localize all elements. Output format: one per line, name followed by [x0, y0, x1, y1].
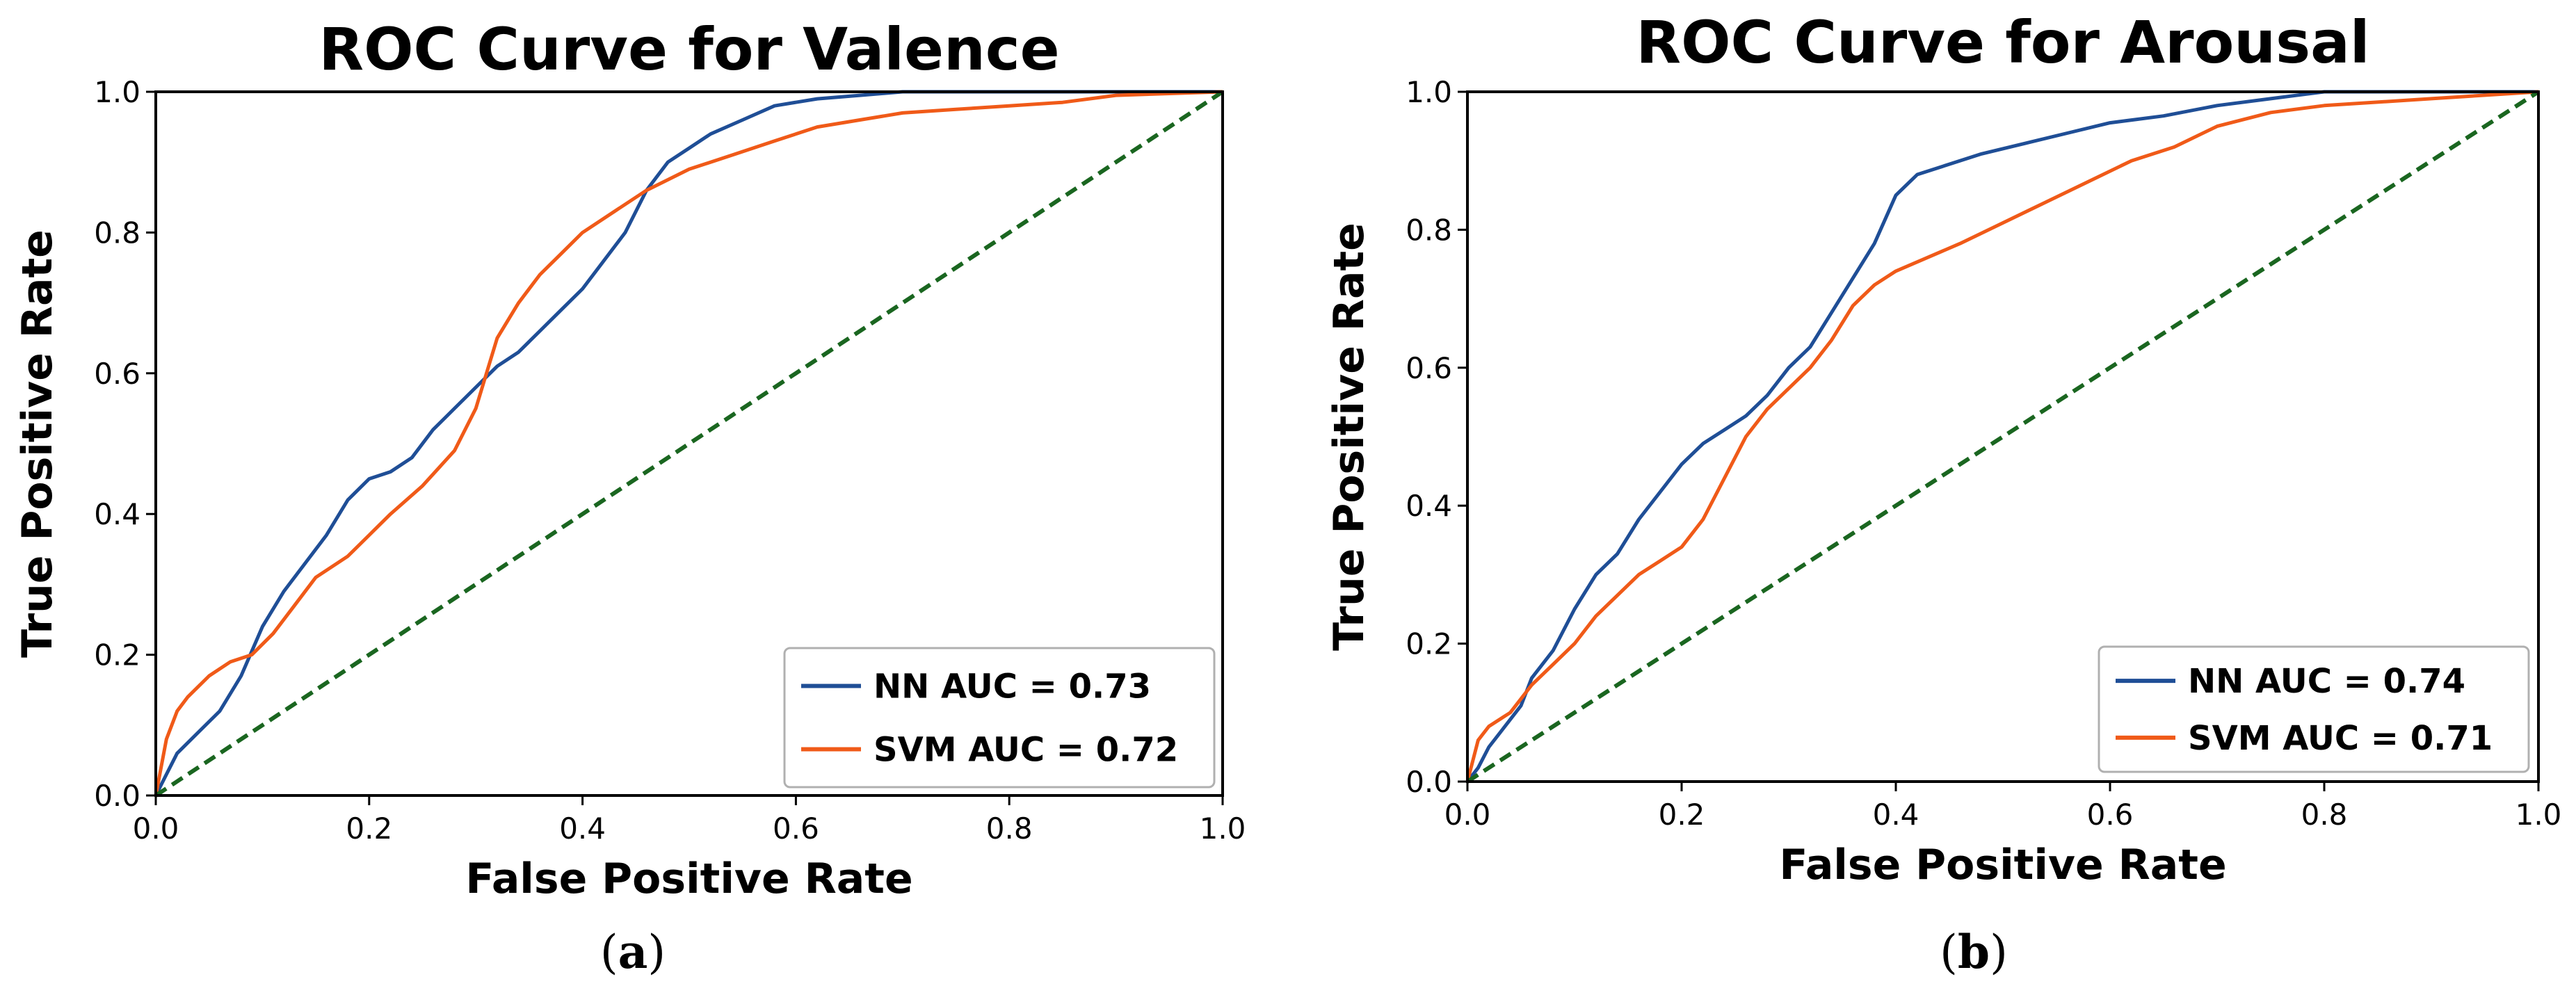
legend-label-svm: SVM AUC = 0.72 — [874, 730, 1178, 769]
y-tick-label: 0.8 — [1406, 213, 1452, 247]
x-axis-label: False Positive Rate — [465, 855, 912, 903]
series-line-svm — [1465, 90, 2539, 782]
y-tick-label: 0.6 — [94, 357, 140, 391]
plot-frame — [1466, 90, 2540, 783]
chart-valence: ROC Curve for Valence 0.0 0.2 0.4 0.6 0.8 1.0 0… — [13, 15, 1246, 979]
x-tick-label: 0.8 — [986, 811, 1033, 846]
chart-title: ROC Curve for Arousal — [1636, 8, 2369, 76]
legend: NN AUC = 0.74 SVM AUC = 0.71 — [2098, 645, 2530, 773]
caption-open-paren: ( — [600, 926, 618, 979]
legend-box — [2098, 645, 2530, 773]
x-axis-label: False Positive Rate — [1779, 841, 2226, 889]
y-tick-label: 1.0 — [1406, 75, 1452, 109]
y-axis-label: True Positive Rate — [13, 229, 62, 658]
x-tick-label: 0.2 — [346, 811, 392, 846]
x-tick-label: 0.0 — [1444, 798, 1491, 832]
x-tick-label: 0.2 — [1659, 798, 1705, 832]
plot-frame — [154, 90, 1224, 797]
caption-close-paren: ) — [647, 926, 666, 979]
subfigure-caption: (a) — [600, 925, 666, 979]
y-tick-label: 0.6 — [1406, 351, 1452, 385]
legend-box — [783, 647, 1216, 789]
legend-label-nn: NN AUC = 0.73 — [874, 668, 1151, 706]
chart-title: ROC Curve for Valence — [319, 15, 1059, 83]
legend-label-svm: SVM AUC = 0.71 — [2188, 719, 2493, 758]
x-tick-label: 0.0 — [133, 811, 179, 846]
x-tick-label: 1.0 — [2515, 798, 2562, 832]
y-tick-label: 0.8 — [94, 216, 140, 250]
caption-open-paren: ( — [1940, 926, 1958, 979]
y-axis-label: True Positive Rate — [1325, 223, 1374, 651]
series-line-svm — [154, 90, 1223, 796]
x-tick-label: 1.0 — [1200, 811, 1246, 846]
y-tick-label: 0.4 — [94, 497, 140, 531]
x-tick-label: 0.6 — [773, 811, 819, 846]
x-tick-label: 0.6 — [2087, 798, 2134, 832]
y-tick-label: 1.0 — [94, 75, 140, 109]
y-tick-label: 0.0 — [1406, 765, 1452, 799]
chart-arousal: ROC Curve for Arousal 0.0 0.2 0.4 0.6 0.8 1.0 0… — [1325, 8, 2561, 979]
caption-letter: b — [1958, 925, 1990, 979]
y-tick-label: 0.2 — [94, 638, 140, 672]
y-tick-label: 0.0 — [94, 779, 140, 813]
caption-close-paren: ) — [1990, 926, 2008, 979]
legend-label-nn: NN AUC = 0.74 — [2188, 662, 2465, 701]
legend: NN AUC = 0.73 SVM AUC = 0.72 — [783, 647, 1216, 789]
series-line-nn — [1466, 90, 2538, 783]
subfigure-caption: (b) — [1940, 925, 2008, 979]
series-line-nn — [154, 90, 1223, 797]
chance-diagonal-line — [1466, 90, 2540, 784]
y-tick-label: 0.2 — [1406, 627, 1452, 661]
y-tick-label: 0.4 — [1406, 489, 1452, 523]
x-tick-label: 0.4 — [559, 811, 606, 846]
x-tick-label: 0.4 — [1873, 798, 1919, 832]
x-tick-label: 0.8 — [2301, 798, 2348, 832]
caption-letter: a — [618, 925, 648, 979]
